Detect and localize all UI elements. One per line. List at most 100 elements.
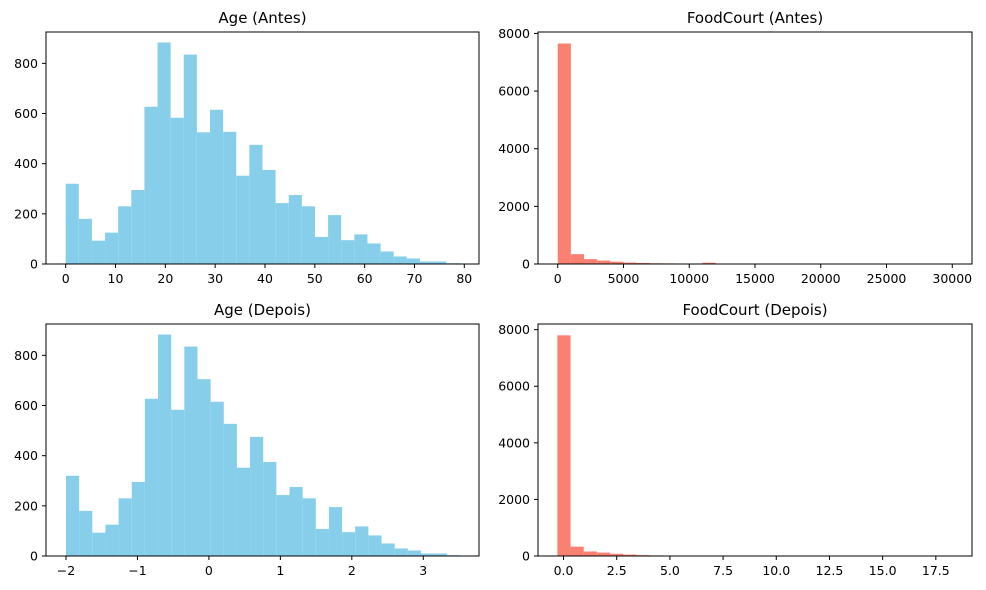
x-ticks: 0.0 2.5 5.0 7.5 10.0 12.5 15.0 17.5	[554, 556, 950, 578]
histogram-bar	[65, 183, 79, 264]
histogram-bar	[144, 106, 158, 265]
histogram-bar	[623, 262, 637, 264]
y-tick-label: 2000	[498, 492, 530, 507]
x-tick-label: 20	[157, 271, 173, 286]
y-tick-label: 0	[522, 549, 530, 564]
histogram-bar	[249, 144, 263, 264]
y-tick-label: 0	[30, 257, 38, 272]
y-ticks: 0 2000 4000 6000 8000	[498, 322, 538, 564]
y-tick-label: 6000	[498, 379, 530, 394]
x-tick-label: −1	[128, 563, 146, 578]
histogram-bar	[584, 259, 598, 264]
plot-frame	[537, 31, 973, 265]
x-tick-label: 50	[307, 271, 323, 286]
y-tick-label: 400	[14, 448, 38, 463]
histogram-bar	[170, 117, 184, 264]
y-tick-label: 600	[14, 398, 38, 413]
chart-title: FoodCourt (Antes)	[687, 9, 823, 27]
y-tick-label: 2000	[498, 199, 530, 214]
histogram-bar	[419, 261, 434, 264]
subplot-foodcourt-antes: 0 5000 10000 15000 20000 25000 30000 0 2000 4000…	[498, 9, 973, 286]
histogram-bar	[433, 261, 447, 264]
x-tick-label: 15.0	[869, 563, 897, 578]
histogram-bar	[367, 243, 381, 264]
histogram-bar	[250, 436, 264, 556]
histogram-bar	[236, 175, 250, 264]
y-tick-label: 4000	[498, 435, 530, 450]
plot-frame	[45, 323, 480, 557]
histogram-bar	[380, 251, 394, 264]
x-tick-label: −2	[57, 563, 75, 578]
subplot-age-antes: 0 10 20 30 40 50 60 70 80 0 200 400 600 800 Age (Ant…	[14, 9, 480, 286]
x-ticks: −2 −1 0 1 2 3	[57, 556, 427, 578]
y-tick-label: 8000	[498, 26, 530, 41]
histogram-bar	[570, 546, 584, 556]
histogram-bar	[118, 498, 132, 556]
histogram-bar	[210, 109, 224, 264]
histogram-bar	[393, 256, 407, 264]
histogram-bar	[105, 232, 119, 264]
x-tick-label: 15000	[735, 271, 775, 286]
histogram-bar	[394, 548, 408, 556]
y-tick-label: 200	[14, 498, 38, 513]
subplot-age-depois: −2 −1 0 1 2 3 0 200 400 600 800 Age (Depois)	[14, 301, 480, 578]
histogram-bar	[236, 467, 251, 556]
histogram-bar	[66, 475, 80, 556]
histogram-bar	[596, 552, 611, 556]
chart-title: Age (Antes)	[218, 9, 306, 27]
y-ticks: 0 2000 4000 6000 8000	[498, 26, 538, 272]
y-tick-label: 800	[14, 348, 38, 363]
histogram-bar	[78, 218, 92, 264]
histogram-bar	[557, 335, 571, 556]
histogram-bar	[301, 206, 315, 264]
x-tick-label: 1	[276, 563, 284, 578]
chart-title: FoodCourt (Depois)	[682, 301, 827, 319]
x-tick-label: 0	[62, 271, 70, 286]
x-tick-label: 30000	[932, 271, 972, 286]
y-ticks: 0 200 400 600 800	[14, 56, 46, 272]
x-tick-label: 7.5	[713, 563, 733, 578]
x-tick-label: 2.5	[607, 563, 627, 578]
histogram-bar	[315, 528, 329, 556]
x-tick-label: 80	[456, 271, 472, 286]
y-tick-label: 600	[14, 106, 38, 121]
histogram-bar	[118, 206, 132, 264]
plot-frame	[45, 31, 480, 265]
x-tick-label: 10.0	[762, 563, 790, 578]
histogram-bar	[328, 507, 343, 556]
bars	[557, 335, 954, 556]
histogram-bar	[289, 487, 303, 556]
histogram-bar	[184, 346, 198, 556]
y-tick-label: 800	[14, 56, 38, 71]
y-tick-label: 400	[14, 156, 38, 171]
histogram-bar	[196, 132, 211, 264]
histogram-bar	[342, 532, 356, 556]
histogram-bar	[355, 526, 369, 556]
x-tick-label: 0	[554, 271, 562, 286]
y-tick-label: 0	[30, 549, 38, 564]
histogram-bar	[288, 195, 302, 264]
histogram-bar	[275, 203, 289, 264]
x-ticks: 0 10 20 30 40 50 60 70 80	[62, 264, 472, 286]
x-tick-label: 17.5	[922, 563, 950, 578]
histogram-bar	[171, 409, 185, 556]
histogram-bar	[263, 461, 277, 556]
histogram-bar	[368, 535, 382, 556]
bars	[66, 334, 461, 556]
histogram-bar	[223, 423, 237, 556]
histogram-bar	[210, 401, 224, 556]
histogram-bar	[105, 524, 119, 556]
histogram-bar	[341, 240, 355, 264]
histogram-bar	[276, 495, 290, 556]
x-tick-label: 10	[108, 271, 124, 286]
x-tick-label: 40	[257, 271, 273, 286]
x-tick-label: 10000	[669, 271, 709, 286]
x-tick-label: 12.5	[816, 563, 844, 578]
histogram-bar	[420, 553, 435, 556]
histogram-bar	[302, 498, 316, 556]
histogram-bar	[623, 554, 637, 556]
y-tick-label: 6000	[498, 84, 530, 99]
bars	[557, 43, 953, 264]
y-ticks: 0 200 400 600 800	[14, 348, 46, 564]
